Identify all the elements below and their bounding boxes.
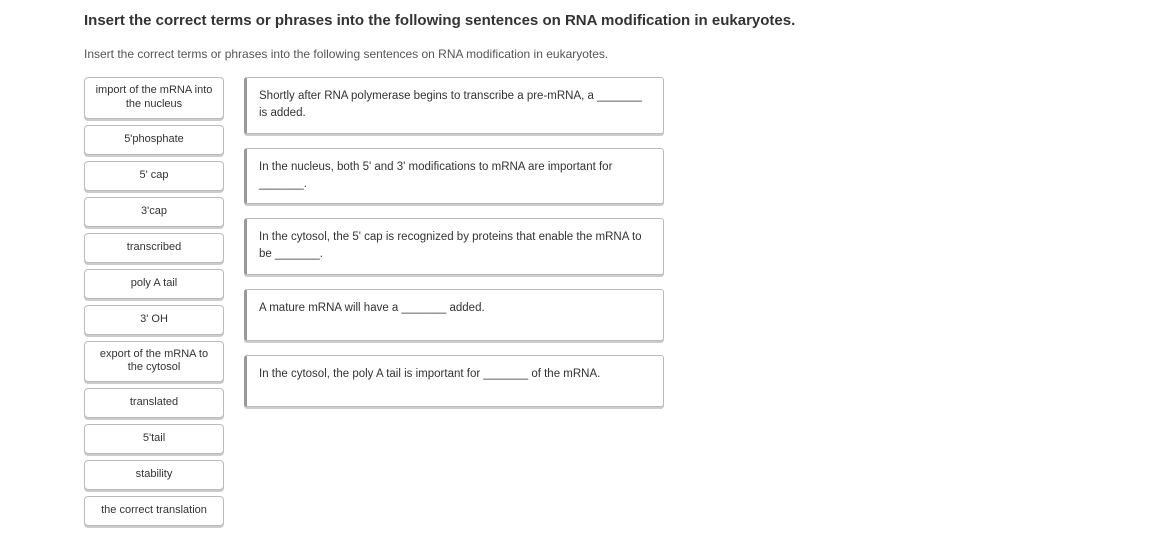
- term-item[interactable]: 5' cap: [84, 161, 224, 191]
- term-item[interactable]: 3'cap: [84, 197, 224, 227]
- term-item[interactable]: export of the mRNA to the cytosol: [84, 341, 224, 383]
- sentence-dropzone[interactable]: In the cytosol, the poly A tail is impor…: [244, 355, 664, 407]
- question-title: Insert the correct terms or phrases into…: [84, 12, 1161, 29]
- sentence-dropzone[interactable]: In the cytosol, the 5' cap is recognized…: [244, 218, 664, 275]
- term-item[interactable]: poly A tail: [84, 269, 224, 299]
- question-subtitle: Insert the correct terms or phrases into…: [84, 47, 1161, 61]
- terms-column: import of the mRNA into the nucleus 5'ph…: [84, 77, 224, 526]
- term-item[interactable]: import of the mRNA into the nucleus: [84, 77, 224, 119]
- sentence-dropzone[interactable]: Shortly after RNA polymerase begins to t…: [244, 77, 664, 134]
- term-item[interactable]: 5'tail: [84, 424, 224, 454]
- sentence-dropzone[interactable]: In the nucleus, both 5' and 3' modificat…: [244, 148, 664, 205]
- term-item[interactable]: transcribed: [84, 233, 224, 263]
- sentences-column: Shortly after RNA polymerase begins to t…: [244, 77, 664, 407]
- term-item[interactable]: 5'phosphate: [84, 125, 224, 155]
- question-page: Insert the correct terms or phrases into…: [0, 0, 1161, 526]
- term-item[interactable]: 3' OH: [84, 305, 224, 335]
- term-item[interactable]: stability: [84, 460, 224, 490]
- content-row: import of the mRNA into the nucleus 5'ph…: [84, 77, 1161, 526]
- term-item[interactable]: the correct translation: [84, 496, 224, 526]
- term-item[interactable]: translated: [84, 388, 224, 418]
- sentence-dropzone[interactable]: A mature mRNA will have a _______ added.: [244, 289, 664, 341]
